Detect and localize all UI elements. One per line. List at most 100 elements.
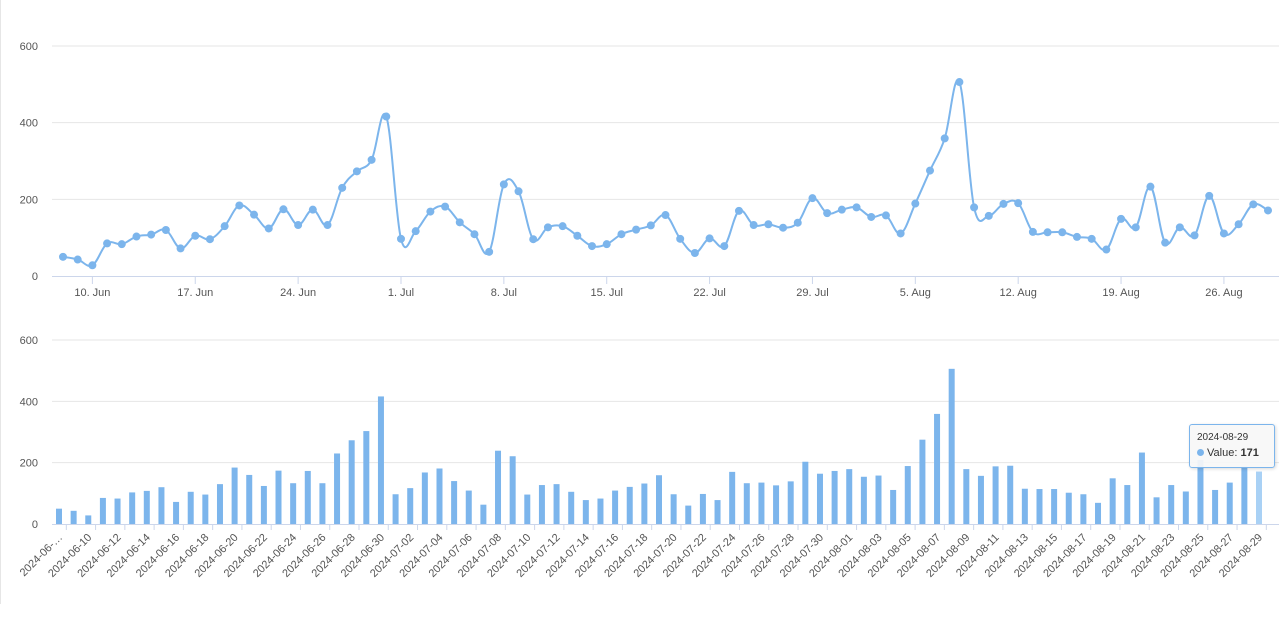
bar-2024-07-25[interactable] xyxy=(743,483,750,524)
bar-2024-07-20[interactable] xyxy=(670,494,677,524)
line-point-2024-06-24[interactable] xyxy=(294,221,303,230)
line-point-2024-06-29[interactable] xyxy=(367,155,376,164)
bar-2024-06-23[interactable] xyxy=(275,470,282,524)
bar-2024-07-04[interactable] xyxy=(436,468,443,524)
line-point-2024-07-23[interactable] xyxy=(720,242,729,251)
line-point-2024-07-03[interactable] xyxy=(426,207,435,216)
line-point-2024-08-21[interactable] xyxy=(1146,182,1155,191)
line-point-2024-08-11[interactable] xyxy=(999,199,1008,208)
bar-2024-07-09[interactable] xyxy=(509,456,516,524)
line-point-2024-08-16[interactable] xyxy=(1072,232,1081,241)
line-point-2024-08-20[interactable] xyxy=(1131,223,1140,232)
bar-2024-08-04[interactable] xyxy=(890,489,897,524)
bar-2024-07-13[interactable] xyxy=(568,491,575,524)
bar-2024-08-27[interactable] xyxy=(1226,482,1233,524)
line-point-2024-06-23[interactable] xyxy=(279,205,288,214)
bar-2024-06-22[interactable] xyxy=(260,485,267,524)
bar-2024-06-24[interactable] xyxy=(290,483,297,524)
line-point-2024-08-04[interactable] xyxy=(896,229,905,238)
bar-2024-07-23[interactable] xyxy=(714,500,721,524)
line-point-2024-07-26[interactable] xyxy=(764,220,773,229)
line-point-2024-07-08[interactable] xyxy=(499,180,508,189)
bar-2024-07-21[interactable] xyxy=(685,505,692,524)
line-point-2024-06-22[interactable] xyxy=(264,224,273,233)
line-point-2024-08-03[interactable] xyxy=(881,211,890,220)
line-point-2024-06-18[interactable] xyxy=(205,235,214,244)
line-point-2024-08-10[interactable] xyxy=(984,211,993,220)
bar-2024-07-06[interactable] xyxy=(465,490,472,524)
line-point-2024-08-25[interactable] xyxy=(1205,191,1214,200)
bar-2024-06-15[interactable] xyxy=(158,487,165,524)
line-point-2024-06-21[interactable] xyxy=(250,210,259,219)
line-point-2024-07-12[interactable] xyxy=(558,222,567,231)
line-point-2024-06-15[interactable] xyxy=(161,226,170,234)
line-point-2024-08-24[interactable] xyxy=(1190,231,1199,240)
bar-2024-06-10[interactable] xyxy=(85,515,92,524)
bar-2024-06-12[interactable] xyxy=(114,498,121,524)
bar-2024-07-14[interactable] xyxy=(582,500,589,524)
line-point-2024-06-11[interactable] xyxy=(103,239,112,248)
bar-2024-08-29[interactable] xyxy=(1256,471,1262,524)
line-point-2024-08-29[interactable] xyxy=(1264,206,1272,215)
bar-2024-07-05[interactable] xyxy=(451,481,458,524)
line-point-2024-06-14[interactable] xyxy=(147,230,156,239)
bar-2024-08-06[interactable] xyxy=(919,439,926,524)
bar-2024-08-21[interactable] xyxy=(1138,452,1145,524)
bar-2024-08-05[interactable] xyxy=(904,466,911,524)
line-point-2024-07-06[interactable] xyxy=(470,230,479,239)
bar-2024-06-16[interactable] xyxy=(173,501,180,524)
bar-2024-08-08[interactable] xyxy=(948,368,955,524)
line-point-2024-07-27[interactable] xyxy=(779,223,788,232)
bar-2024-07-07[interactable] xyxy=(480,504,487,524)
bar-2024-07-03[interactable] xyxy=(421,472,428,524)
line-point-2024-06-25[interactable] xyxy=(308,205,317,214)
bar-2024-07-08[interactable] xyxy=(495,450,502,524)
bar-2024-08-07[interactable] xyxy=(934,413,941,524)
line-point-2024-08-13[interactable] xyxy=(1028,227,1037,236)
bar-2024-08-13[interactable] xyxy=(1021,488,1028,524)
line-point-2024-08-28[interactable] xyxy=(1249,200,1258,209)
bar-2024-08-23[interactable] xyxy=(1168,485,1175,524)
bar-2024-07-01[interactable] xyxy=(392,494,399,524)
line-point-2024-08-18[interactable] xyxy=(1102,245,1111,254)
line-point-2024-07-19[interactable] xyxy=(661,211,670,220)
line-point-2024-07-16[interactable] xyxy=(617,230,626,239)
line-point-2024-08-17[interactable] xyxy=(1087,234,1096,243)
line-point-2024-08-26[interactable] xyxy=(1219,229,1228,238)
line-point-2024-07-29[interactable] xyxy=(808,194,817,203)
line-point-2024-08-01[interactable] xyxy=(852,203,861,212)
line-point-2024-07-20[interactable] xyxy=(676,234,685,243)
bar-2024-07-30[interactable] xyxy=(816,473,823,524)
bar-2024-08-09[interactable] xyxy=(963,469,970,524)
bar-2024-07-18[interactable] xyxy=(641,483,648,524)
bar-2024-07-19[interactable] xyxy=(656,475,662,524)
bar-2024-06-17[interactable] xyxy=(187,491,194,524)
bar-2024-06-13[interactable] xyxy=(129,492,136,524)
line-point-2024-07-11[interactable] xyxy=(543,223,552,232)
line-point-2024-06-12[interactable] xyxy=(117,240,126,249)
line-point-2024-07-02[interactable] xyxy=(411,227,420,236)
line-point-2024-07-24[interactable] xyxy=(734,206,743,215)
bar-2024-06-19[interactable] xyxy=(216,484,223,524)
line-point-2024-08-19[interactable] xyxy=(1117,214,1126,223)
bar-2024-06-27[interactable] xyxy=(334,453,341,524)
bar-2024-06-25[interactable] xyxy=(304,470,311,524)
bar-2024-07-28[interactable] xyxy=(787,481,794,524)
line-point-2024-08-12[interactable] xyxy=(1014,199,1023,208)
bar-2024-06-09[interactable] xyxy=(70,510,77,524)
line-point-2024-06-16[interactable] xyxy=(176,244,185,253)
bar-2024-07-02[interactable] xyxy=(407,488,414,524)
bar-2024-07-22[interactable] xyxy=(699,493,706,524)
line-point-2024-06-27[interactable] xyxy=(338,183,347,192)
bar-2024-08-22[interactable] xyxy=(1153,497,1160,524)
line-point-2024-08-07[interactable] xyxy=(940,134,949,143)
line-point-2024-07-25[interactable] xyxy=(749,221,758,230)
bar-2024-08-16[interactable] xyxy=(1065,492,1072,524)
line-point-2024-08-22[interactable] xyxy=(1161,238,1170,247)
bar-2024-07-10[interactable] xyxy=(524,494,531,524)
line-point-2024-07-09[interactable] xyxy=(514,187,523,196)
line-point-2024-08-05[interactable] xyxy=(911,199,920,208)
bar-2024-06-26[interactable] xyxy=(319,483,326,524)
bar-2024-07-26[interactable] xyxy=(758,482,765,524)
bar-2024-08-03[interactable] xyxy=(875,475,882,524)
